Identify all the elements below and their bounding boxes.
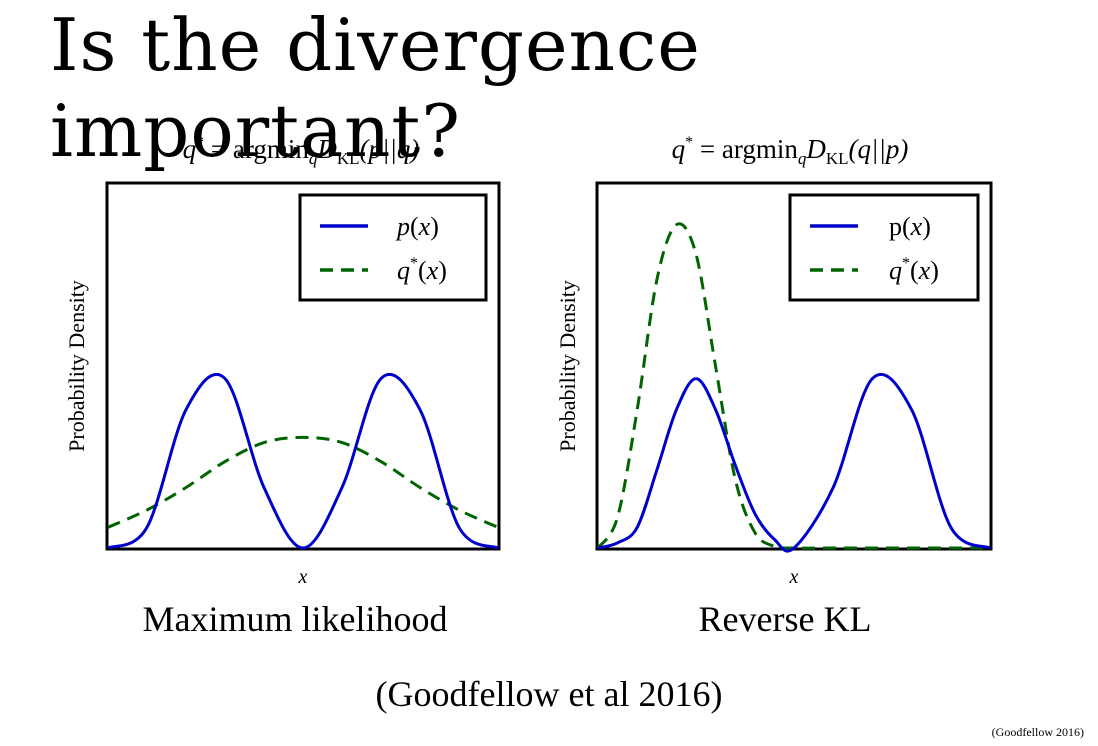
series-line-q — [596, 222, 990, 550]
y-axis-label: Probability Density — [64, 280, 89, 452]
series-line-q — [107, 435, 499, 529]
chart-svg: q* = argminqDKL(q||p) p(x) q*(x) Probabi… — [555, 134, 993, 588]
legend-label-q: q*(x) — [397, 255, 447, 285]
footer-note: (Goodfellow 2016) — [991, 725, 1084, 739]
series-line-p — [597, 372, 991, 553]
legend-label-p: p(x) — [395, 212, 439, 241]
series-layer — [107, 372, 499, 550]
chart-panel-reverse-kl: q* = argminqDKL(q||p) p(x) q*(x) Probabi… — [550, 128, 993, 648]
chart-caption: Maximum likelihood — [142, 599, 448, 639]
x-axis-label: x — [789, 566, 799, 588]
x-axis-label: x — [298, 566, 308, 588]
series-line-p — [107, 372, 499, 550]
chart-title: q* = argminqDKL(p||q) — [183, 134, 420, 168]
legend-label-p: p(x) — [889, 212, 931, 241]
chart-svg: q* = argminqDKL(p||q) p(x) q*(x) Probabi… — [64, 134, 501, 588]
series-layer — [596, 222, 991, 553]
slide-title: Is the divergence important? — [50, 3, 701, 174]
chart-title: q* = argminqDKL(q||p) — [672, 134, 909, 168]
y-axis-label: Probability Density — [555, 280, 580, 452]
legend-box — [788, 193, 980, 302]
legend-label-q: q*(x) — [889, 255, 939, 285]
chart-panel-maximum-likelihood: q* = argminqDKL(p||q) p(x) q*(x) Probabi… — [60, 128, 501, 648]
chart-caption: Reverse KL — [698, 599, 872, 639]
legend-box — [298, 193, 488, 302]
citation: (Goodfellow et al 2016) — [375, 674, 723, 714]
